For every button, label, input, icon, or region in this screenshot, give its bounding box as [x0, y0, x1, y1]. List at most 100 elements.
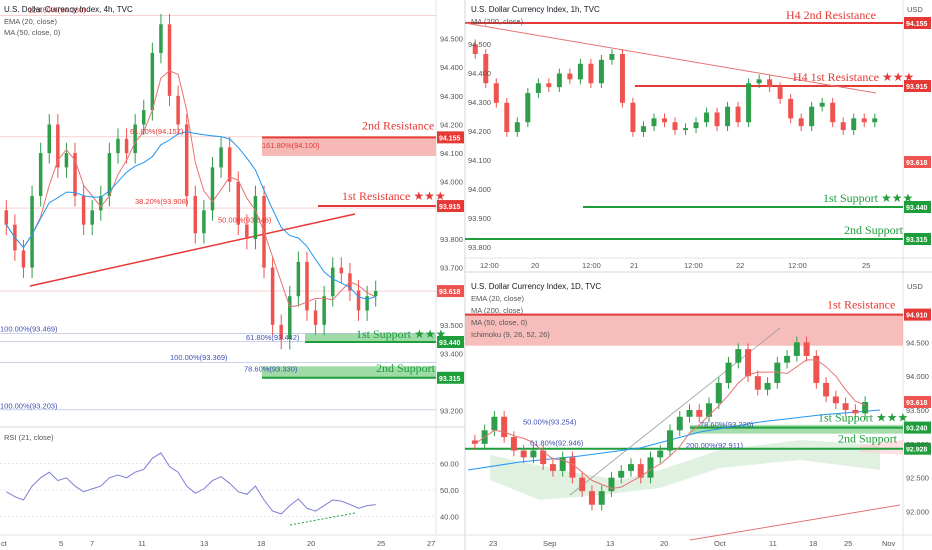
rt-x-tick: 12:00	[480, 261, 499, 270]
rt-tag-2nd-support: 93.315	[906, 237, 928, 244]
rt-candle	[661, 118, 667, 123]
left-candle	[322, 296, 326, 325]
left-candle	[99, 196, 103, 211]
label-2nd-support: 2nd Support	[376, 361, 436, 375]
rb-x-tick: 11	[769, 539, 777, 548]
rb-candle	[588, 491, 595, 505]
tag-2nd-resistance-bg	[437, 131, 464, 144]
rb-y-tick: 93.000	[906, 440, 929, 449]
rb-tag-2nd-support: 92.928	[906, 447, 928, 454]
rt-candle	[704, 112, 710, 123]
rb-x-tick: 18	[809, 539, 817, 548]
rb-candles	[465, 313, 903, 541]
rb-candle	[696, 410, 703, 417]
fib-label: 61.80%(93.442)	[246, 333, 300, 342]
rt-candle	[798, 118, 804, 127]
rb-candle	[725, 362, 732, 383]
rt-candle	[788, 98, 794, 119]
rb-candle	[579, 477, 586, 492]
support-zone-1	[305, 333, 436, 342]
left-panel-zones	[262, 137, 436, 378]
left-indicator-ema: EMA (20, close)	[4, 17, 57, 26]
rt-candle	[861, 118, 867, 123]
left-candle	[184, 124, 189, 197]
rb-candle	[842, 403, 849, 410]
tag-2nd-resistance: 94.155	[439, 135, 461, 142]
rb-y-tick: 92.000	[906, 507, 929, 516]
left-candle	[253, 196, 258, 239]
left-candle	[107, 153, 112, 197]
left-ema-line	[5, 70, 376, 308]
left-candle	[116, 138, 120, 154]
left-candle	[365, 296, 369, 311]
label-1st-support: 1st Support ★★★	[356, 327, 446, 341]
left-x-tick: 5	[59, 539, 63, 548]
rb-x-tick: 13	[606, 539, 614, 548]
rt-tag-h4-1st-resistance-bg	[904, 80, 931, 92]
rt-label-h4-2nd-resistance: H4 2nd Resistance	[786, 8, 876, 22]
rb-x-tick: Sep	[543, 539, 556, 548]
rt-indicator-ma200: MA (200, close)	[471, 17, 524, 26]
rb-candle	[852, 410, 859, 414]
rb-indicator-ichimoku: Ichimoku (9, 26, 52, 26)	[471, 330, 550, 339]
left-candle	[356, 290, 361, 311]
rb-label-2nd-support: 2nd Support	[838, 432, 898, 446]
tag-1st-resistance: 93.915	[439, 204, 461, 211]
rt-tag-h4-2nd-resistance: 94.155	[906, 21, 928, 28]
tag-current-bg	[437, 285, 464, 298]
rt-candles	[464, 22, 903, 240]
rt-candle	[651, 118, 657, 127]
rt-x-tick: 20	[531, 261, 539, 270]
rt-tag-current-bg	[904, 156, 931, 168]
rb-tag-current-bg	[904, 396, 931, 409]
rt-candle	[598, 59, 604, 84]
rb-title: U.S. Dollar Currency Index, 1D, TVC	[471, 282, 601, 291]
rt-x-tick: 21	[630, 261, 638, 270]
rt-tag-current: 93.618	[906, 160, 928, 167]
rt-tag-1st-support: 93.440	[906, 205, 928, 212]
fib-label: 161.80%(94.100)	[262, 141, 320, 150]
left-candle	[227, 147, 232, 182]
rt-candle	[777, 87, 783, 99]
rt-candle	[609, 54, 615, 60]
rb-candle	[618, 470, 625, 478]
left-ma-line	[5, 131, 376, 300]
left-x-tick: 13	[200, 539, 208, 548]
left-x-tick: 27	[427, 539, 435, 548]
rt-y-tick: 94.400	[468, 69, 491, 78]
rb-x-tick: Oct	[714, 539, 727, 548]
rt-candle	[683, 128, 689, 131]
rb-candle	[793, 342, 800, 356]
rb-label-1st-resistance: 1st Resistance	[827, 298, 895, 312]
rt-candle	[535, 83, 541, 93]
rt-candle	[767, 79, 773, 88]
left-candle	[339, 267, 344, 274]
rb-fib-label: 61.80%(92.946)	[530, 438, 584, 447]
left-candles	[4, 13, 378, 526]
left-y-tick: 93.800	[440, 235, 463, 244]
rb-candle	[627, 464, 634, 471]
left-x-tick: 7	[90, 539, 94, 548]
left-candle	[167, 24, 172, 96]
rt-candle	[472, 44, 478, 54]
rb-indicator-ma200: MA (200, close)	[471, 306, 524, 315]
rb-tag-2nd-support-bg	[904, 442, 931, 455]
rt-candle	[809, 106, 815, 127]
left-candle	[202, 210, 206, 234]
rb-candle	[784, 355, 791, 363]
left-candle	[30, 196, 34, 268]
left-candle	[124, 138, 129, 154]
rb-tag-current-time: 22:24:26	[904, 409, 932, 416]
rb-y-tick: 92.500	[906, 474, 929, 483]
rt-y-tick: 94.500	[468, 40, 491, 49]
rt-candle	[493, 83, 499, 103]
rb-tag-1st-resistance: 94.910	[906, 313, 928, 320]
left-candle	[38, 153, 43, 197]
resistance-zone	[262, 137, 436, 156]
left-candle	[313, 310, 318, 325]
fib-label: 100.00%(93.203)	[0, 402, 58, 411]
rb-candle	[569, 457, 576, 478]
left-candle	[193, 196, 198, 234]
rb-candle	[540, 450, 547, 465]
rt-labels: H4 2nd Resistance H4 1st Resistance ★★★ 1s…	[468, 8, 931, 270]
